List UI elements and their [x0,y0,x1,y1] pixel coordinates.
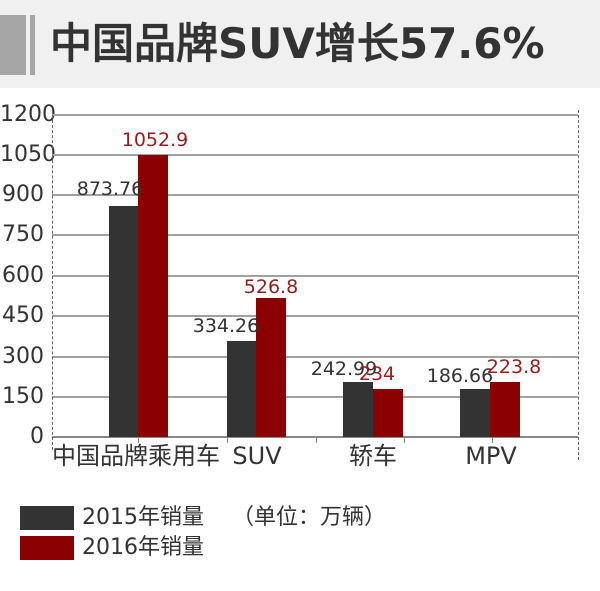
gridline [52,396,578,398]
value-label-2016: 526.8 [243,276,299,298]
y-tick-1050: 1050 [0,142,56,167]
x-tick [492,437,493,443]
title-accent-bar [0,15,26,75]
bar-chart: 1200 1050 900 750 600 450 300 150 0 873.… [0,90,600,490]
left-axis-dashed [52,110,53,450]
chart-title: 中国品牌SUV增长57.6% [50,19,545,68]
legend-swatch-2016 [20,536,74,560]
gridline [52,315,578,317]
y-tick-750: 750 [2,222,44,247]
title-accent-bar-thin [30,15,35,75]
bar-2015-mpv [460,389,490,437]
bar-2015-china-brand [109,206,138,437]
y-tick-1200: 1200 [0,102,56,127]
x-tick [138,437,139,443]
gridline [52,154,578,156]
right-border-dashed [578,110,579,460]
y-tick-900: 900 [2,182,44,207]
gridline [52,194,578,196]
x-tick [404,437,405,443]
x-tick [227,437,228,443]
value-label-2015: 186.66 [426,365,494,387]
value-label-2016: 234 [358,363,396,385]
value-label-2015: 334.26 [192,315,260,337]
legend-swatch-2015 [20,506,74,530]
value-label-2015: 242.99 [310,358,378,380]
bar-2015-sedan [343,382,373,437]
x-tick [316,437,317,443]
value-label-2016: 223.8 [486,356,542,378]
x-label-mpv: MPV [465,442,517,470]
x-label-suv: SUV [232,442,282,470]
bar-2016-sedan [373,389,403,437]
x-label-sedan: 轿车 [349,442,397,470]
bar-2016-mpv [490,382,520,437]
x-axis-line [52,436,578,438]
value-label-2016: 1052.9 [121,129,189,151]
gridline [52,234,578,236]
gridline [52,275,578,277]
bar-2016-suv [256,298,286,437]
gridline [52,356,578,358]
bar-2015-suv [227,341,256,437]
x-label-china-brand: 中国品牌乘用车 [52,442,220,470]
y-tick-150: 150 [2,384,44,409]
legend-label-2015: 2015年销量 [82,505,204,530]
y-tick-450: 450 [2,303,44,328]
unit-note: （单位：万辆） [232,505,387,530]
bar-2016-china-brand [138,155,168,437]
y-tick-600: 600 [2,263,44,288]
value-label-2015: 873.76 [76,178,144,200]
legend-label-2016: 2016年销量 [82,535,204,560]
y-tick-0: 0 [30,424,44,449]
title-band: 中国品牌SUV增长57.6% [0,0,600,88]
y-tick-300: 300 [2,344,44,369]
gridline [52,114,578,116]
